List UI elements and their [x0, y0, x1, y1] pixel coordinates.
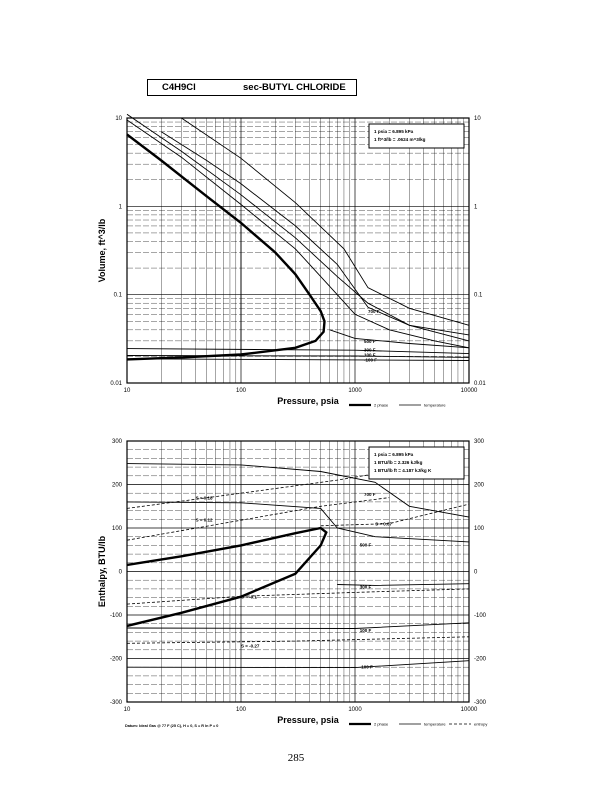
- chart1-legend-text-0: 2 phase: [374, 403, 389, 408]
- page-number: 285: [287, 752, 305, 764]
- chart2-ytick-right: 0: [474, 570, 478, 576]
- chart1-series-label-8: -100 F: [364, 357, 377, 362]
- chart2-conversion-text: 1 BTU/lb = 2.326 kJ/kg: [374, 460, 423, 465]
- chart1-ytick-right: 0.01: [474, 381, 486, 387]
- chart2-ytick-right: -200: [474, 657, 487, 663]
- chart1-series-label-4: 700 F: [368, 309, 380, 314]
- chart2-series-4: [126, 622, 470, 629]
- chart2-series-label-6: S = 0.18: [196, 496, 213, 501]
- chart1-series-7: [126, 355, 470, 358]
- chart1-series-label-7: 100 F: [364, 353, 376, 358]
- chart2-series-0: [126, 526, 328, 628]
- chart1-series-4: [181, 117, 470, 326]
- chart2-series-label-7: S = 0.12: [196, 517, 213, 522]
- formula-label: C4H9Cl: [162, 82, 196, 93]
- datum-note: Datum: Ideal Gas @ 77 F (25 C), H = 0, S…: [125, 724, 218, 728]
- chart2-series-7: [126, 497, 390, 541]
- chart1-xtick: 100: [236, 388, 247, 394]
- chart2-ytick: 200: [112, 483, 123, 489]
- chart2-ytick: 100: [112, 526, 123, 532]
- chart1-series-label-6: 300 F: [364, 347, 376, 352]
- chart1-series-0: [126, 133, 326, 361]
- chart2-legend-text-0: 2 phase: [374, 722, 389, 727]
- chart1-conversion-box: [368, 123, 465, 149]
- chart2-ytick-right: 300: [474, 439, 485, 445]
- chart1-legend-text-1: temperature: [424, 403, 446, 408]
- chart1-ytick: 0.1: [114, 293, 123, 299]
- chart1-conversion-text: 1 psia = 6.895 kPa: [374, 129, 414, 134]
- chart2-legend-text-1: temperature: [424, 722, 446, 727]
- chart2-series-3: [337, 583, 470, 586]
- chart2-ylabel: Enthalpy, BTU/lb: [97, 535, 107, 607]
- chart1-xtick: 10: [124, 388, 131, 394]
- chart2-series-2: [126, 501, 470, 543]
- chart1-ylabel: Volume, ft^3/lb: [97, 218, 107, 282]
- chart2-series-5: [126, 660, 470, 669]
- chart2-xtick: 1000: [348, 707, 362, 713]
- chart2-series-1: [126, 463, 470, 518]
- chart2-series-label-4: 100 F: [360, 628, 372, 633]
- chart2-ytick: -300: [110, 700, 123, 706]
- chart1-ytick: 0.01: [110, 381, 122, 387]
- chart2-conversion-box: [368, 446, 465, 480]
- chart2-conversion-text: 1 BTU/lb ft = 4.187 kJ/kg K: [374, 468, 432, 473]
- chart1-series-8: [126, 358, 470, 361]
- chart2-xtick: 100: [236, 707, 247, 713]
- chart2-series-9: [126, 588, 470, 605]
- chart1-series-label-5: 500 F: [364, 339, 376, 344]
- chart2-ytick-right: 100: [474, 526, 485, 532]
- chart2-series-label-1: 700 F: [364, 492, 376, 497]
- chart1-ytick-right: 0.1: [474, 293, 483, 299]
- chart1-frame: [126, 117, 470, 384]
- chart2-series-6: [126, 471, 390, 509]
- chart2-series-label-2: 500 F: [360, 543, 372, 548]
- chart2-legend-text-2: entropy: [474, 722, 487, 727]
- chart1-ytick: 10: [115, 116, 122, 122]
- chart2-ytick-right: 200: [474, 483, 485, 489]
- chart2-xtick: 10000: [461, 707, 478, 713]
- chart1-series-3: [161, 131, 470, 336]
- page-title-box: C4H9Cl sec-BUTYL CHLORIDE: [147, 79, 357, 96]
- chart2-xtick: 10: [124, 707, 131, 713]
- chart2-series-label-5: -100 F: [360, 664, 373, 669]
- chart2-conversion-text: 1 psia = 6.895 kPa: [374, 452, 414, 457]
- chart2-frame: [126, 440, 470, 703]
- chart2-series-8: [320, 503, 470, 527]
- chart1-xlabel: Pressure, psia: [277, 396, 340, 406]
- chart1-conversion-text: 1 ft^3/lb = .0624 m^3/kg: [374, 137, 426, 142]
- chart1-xtick: 10000: [461, 388, 478, 394]
- chart2-ytick-right: -300: [474, 700, 487, 706]
- chart2-series-label-3: 300 F: [360, 585, 372, 590]
- chart2-ytick: 300: [112, 439, 123, 445]
- chart2-ytick: 0: [119, 570, 123, 576]
- chart2-ytick-right: -100: [474, 613, 487, 619]
- chart2-xlabel: Pressure, psia: [277, 715, 340, 725]
- chart2-series-label-10: S = -0.27: [241, 643, 260, 648]
- chart2-ytick: -200: [110, 657, 123, 663]
- chart1-ytick: 1: [119, 204, 123, 210]
- chart2-ytick: -100: [110, 613, 123, 619]
- compound-name: sec-BUTYL CHLORIDE: [243, 82, 346, 93]
- chart2-series-label-8: S = 0.07: [375, 522, 392, 527]
- chart1-series-6: [126, 348, 470, 355]
- chart1-xtick: 1000: [348, 388, 362, 394]
- chart1-series-2: [126, 113, 470, 342]
- chart2-series-label-9: S = -0.1: [241, 595, 257, 600]
- chart2-series-10: [126, 636, 470, 644]
- chart1-ytick-right: 1: [474, 204, 478, 210]
- chart1-series-1: [126, 119, 470, 349]
- chart1-series-5: [329, 329, 470, 349]
- chart1-ytick-right: 10: [474, 116, 481, 122]
